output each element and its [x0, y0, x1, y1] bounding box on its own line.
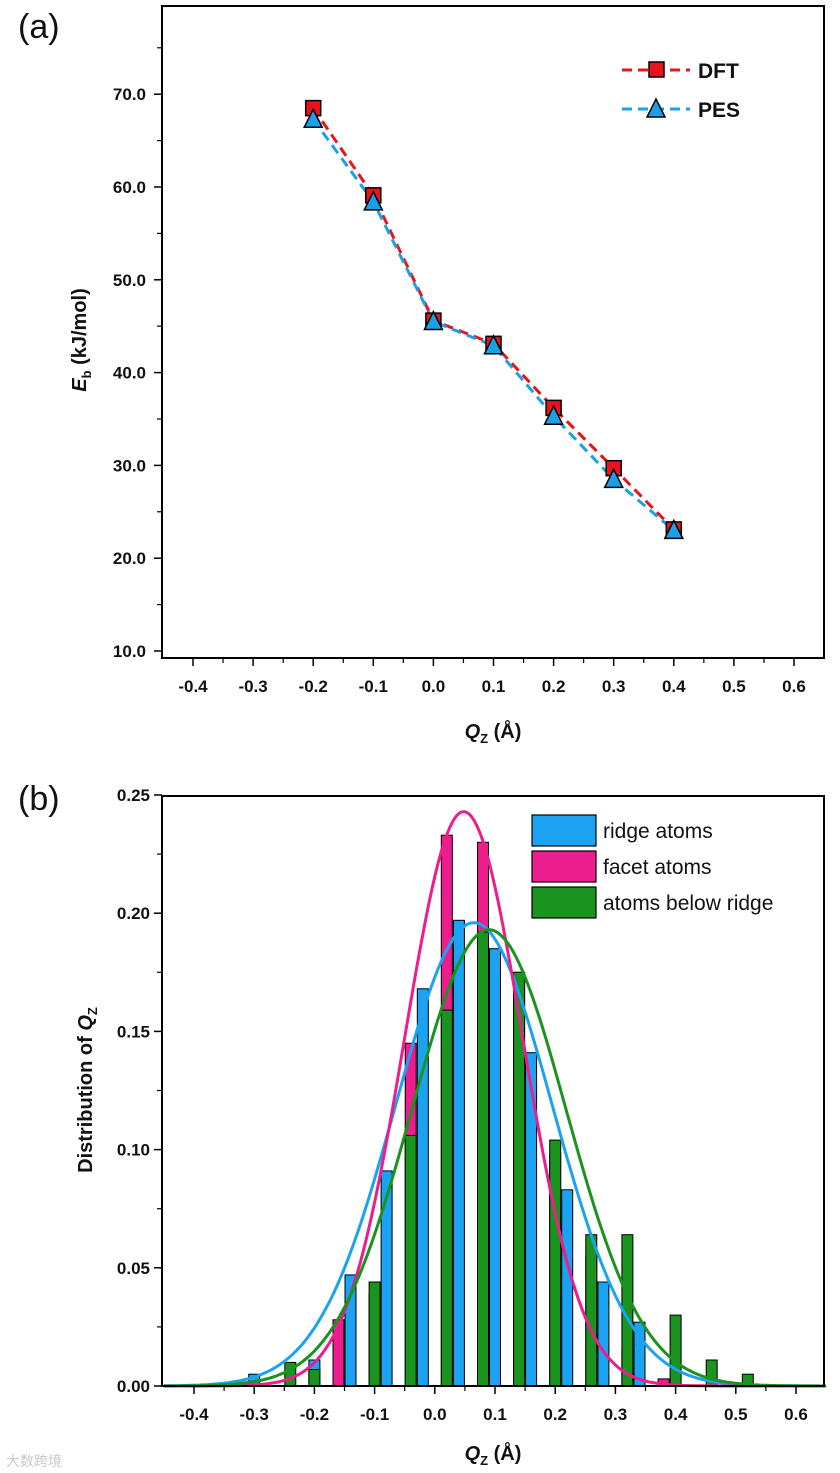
x-tick-label: 0.3 [604, 1405, 628, 1424]
ridge-atoms-bar [561, 1189, 574, 1387]
legend-pes-marker [645, 97, 667, 118]
panel-b: (b) -0.4 -0.3 -0.2 -0.1 0.0 0.1 0.2 0.3 0.4 0.5 0.… [18, 780, 827, 1468]
y-tick-label: 30.0 [113, 456, 146, 475]
x-tick-label: 0.2 [543, 1405, 567, 1424]
pes-point [603, 467, 624, 489]
pes-point [302, 107, 324, 129]
panel-b-xlabel-q: Q [465, 1443, 481, 1465]
x-tick-label: 0.4 [662, 677, 686, 696]
pes-point [363, 190, 384, 211]
panel-a-ylabel-sub: b [79, 370, 94, 378]
x-tick-label: -0.3 [238, 677, 267, 696]
panel-a-xlabel: QZ (Å) [465, 719, 522, 746]
ridge-atoms-bar [380, 1170, 393, 1387]
pes-point [663, 518, 685, 540]
y-tick-label: 0.05 [117, 1259, 150, 1278]
panel-b-ylabel: Distribution of QZ [75, 1007, 100, 1173]
panel-b-ylabel-q: Q [75, 1015, 97, 1031]
atoms-below-ridge-bar [669, 1314, 682, 1387]
panel-b-xlabel: QZ (Å) [465, 1441, 522, 1468]
legend-ridge-label: ridge atoms [603, 820, 713, 843]
panel-a: (a) -0.4 -0.3 -0.2 -0.1 0.0 0.1 0.2 0.3 0.4 0.5 0.… [18, 5, 825, 746]
panel-b-ylabel-sub: Z [85, 1007, 100, 1015]
atoms-below-ridge-fit-curve [163, 928, 827, 1388]
x-tick-label: 0.3 [602, 677, 626, 696]
atoms-below-ridge-bar [585, 1234, 598, 1387]
x-tick-label: -0.1 [360, 1405, 389, 1424]
watermark-text: 大数跨境 [6, 1453, 62, 1469]
y-tick-label: 0.20 [117, 904, 150, 923]
facet-atoms-bar [332, 1319, 345, 1387]
atoms-below-ridge-bar [549, 1139, 562, 1387]
legend-below-swatch [531, 886, 597, 919]
legend-dft-marker [648, 61, 665, 78]
x-tick-label: 0.5 [722, 677, 746, 696]
panel-a-legend: DFT PES [622, 60, 740, 122]
x-tick-label: 0.2 [542, 677, 566, 696]
panel-b-letter: (b) [18, 780, 60, 818]
atoms-below-ridge-bar [440, 1009, 453, 1387]
legend-pes-label: PES [698, 99, 740, 122]
ridge-atoms-fit-curve [163, 921, 827, 1388]
legend-dft-label: DFT [698, 60, 739, 83]
x-tick-label: -0.4 [179, 1405, 209, 1424]
y-tick-label: 10.0 [113, 642, 146, 661]
pes-point [483, 334, 504, 355]
panel-a-xlabel-unit: (Å) [488, 719, 521, 743]
atoms-below-ridge-bar [308, 1369, 321, 1387]
x-tick-label: 0.5 [724, 1405, 748, 1424]
ridge-atoms-bar [416, 988, 429, 1387]
x-tick-label: -0.2 [300, 1405, 329, 1424]
atoms-below-ridge-bar [368, 1281, 381, 1387]
panel-a-axes: -0.4 -0.3 -0.2 -0.1 0.0 0.1 0.2 0.3 0.4 0.5 0.6 10.… [113, 47, 806, 696]
panel-a-ylabel-e: E [69, 378, 91, 392]
y-tick-label: 0.25 [117, 786, 150, 805]
panel-b-ylabel-text: Distribution of [75, 1031, 97, 1173]
x-tick-label: -0.4 [178, 677, 208, 696]
x-tick-label: -0.2 [299, 677, 328, 696]
panel-b-legend: ridge atoms facet atoms atoms below ridg… [531, 814, 773, 919]
legend-below-label: atoms below ridge [603, 892, 773, 915]
x-tick-label: 0.1 [483, 1405, 507, 1424]
y-tick-label: 0.15 [117, 1022, 150, 1041]
y-tick-label: 70.0 [113, 85, 146, 104]
legend-facet-label: facet atoms [603, 856, 712, 879]
ridge-atoms-bar [489, 948, 501, 1387]
legend-facet-swatch [531, 850, 597, 883]
panel-a-xlabel-q: Q [465, 721, 481, 743]
y-tick-label: 20.0 [113, 549, 146, 568]
ridge-atoms-bar [452, 919, 465, 1387]
legend-ridge-swatch [531, 814, 597, 847]
atoms-below-ridge-bar [477, 931, 489, 1387]
y-tick-label: 50.0 [113, 271, 146, 290]
y-tick-label: 60.0 [113, 178, 146, 197]
x-tick-label: 0.6 [784, 1405, 808, 1424]
panel-b-xlabel-sub: Z [480, 1453, 488, 1468]
atoms-below-ridge-bar [404, 1134, 417, 1387]
x-tick-label: 0.1 [482, 677, 506, 696]
y-tick-label: 0.10 [117, 1141, 150, 1160]
panel-a-markers [302, 99, 685, 540]
panel-a-ylabel: Eb (kJ/mol) [69, 288, 94, 392]
x-tick-label: 0.0 [423, 1405, 447, 1424]
x-tick-label: 0.6 [782, 677, 806, 696]
panel-b-axes: -0.4 -0.3 -0.2 -0.1 0.0 0.1 0.2 0.3 0.4 0.5 0.6 0.0… [117, 786, 808, 1424]
ridge-atoms-bar [597, 1281, 610, 1387]
panel-a-xlabel-sub: Z [480, 731, 488, 746]
x-tick-label: -0.3 [240, 1405, 269, 1424]
y-tick-label: 0.00 [117, 1377, 150, 1396]
panel-a-letter: (a) [18, 8, 60, 46]
pes-point [423, 309, 444, 331]
x-tick-label: -0.1 [359, 677, 388, 696]
panel-a-ylabel-unit: (kJ/mol) [69, 288, 91, 370]
x-tick-label: 0.4 [664, 1405, 688, 1424]
pes-point [543, 404, 564, 425]
y-tick-label: 40.0 [113, 364, 146, 383]
x-tick-label: 0.0 [422, 677, 446, 696]
panel-b-xlabel-unit: (Å) [488, 1441, 521, 1465]
